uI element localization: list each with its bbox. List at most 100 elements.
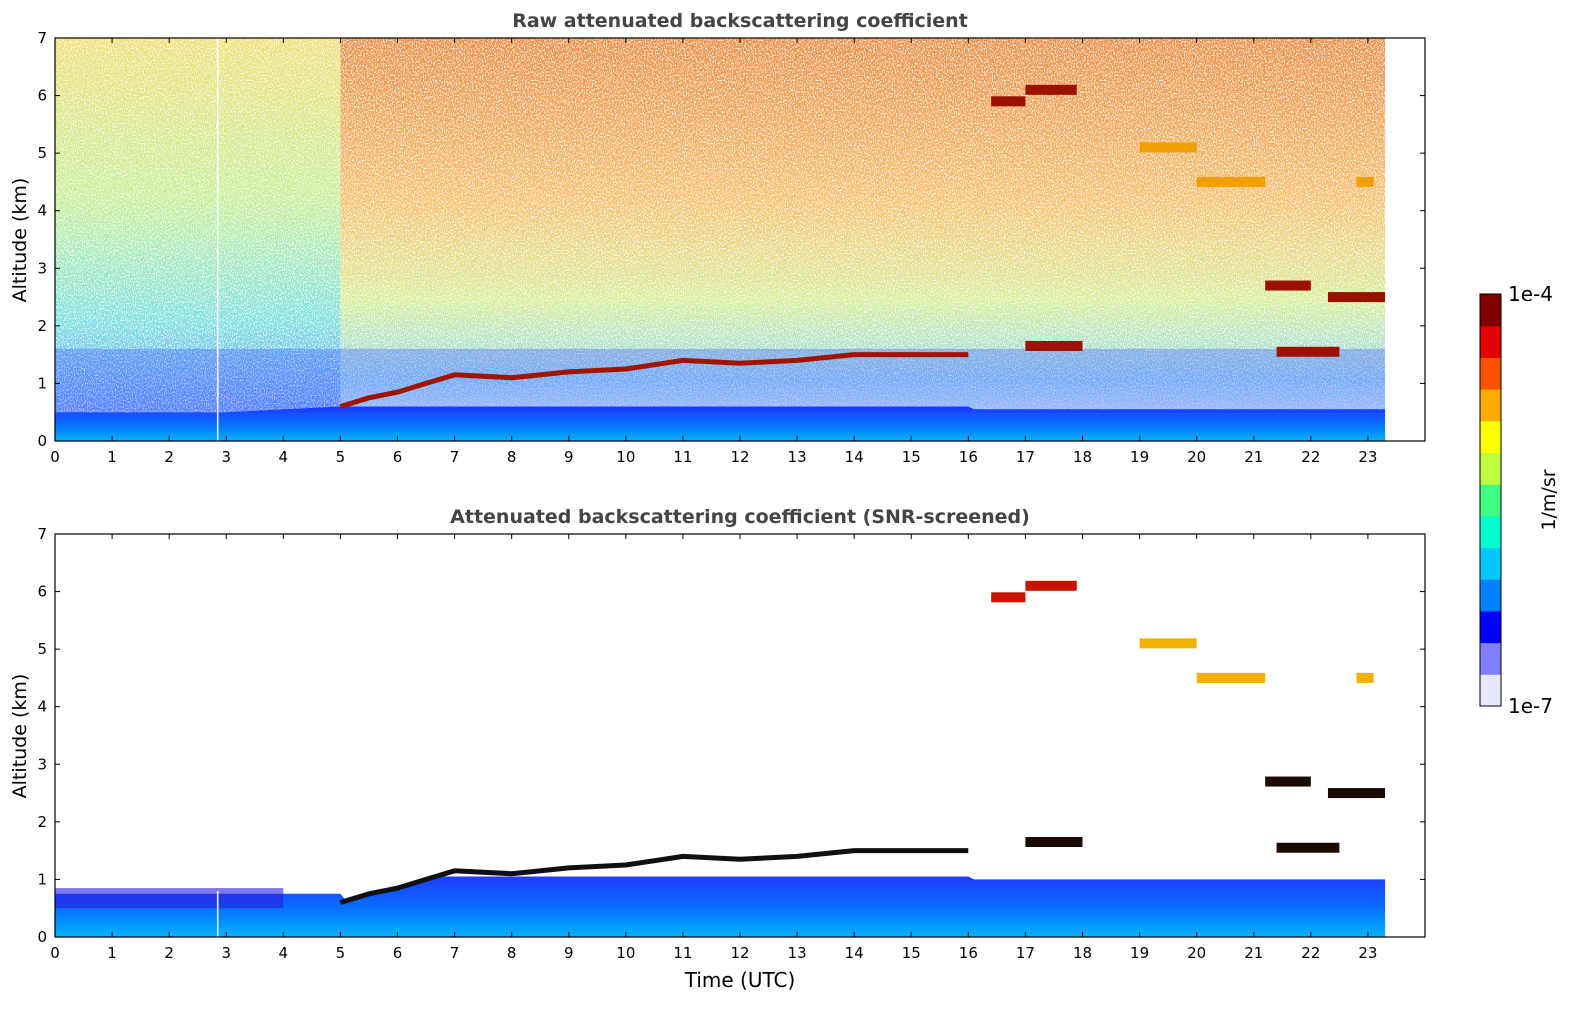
x-tick-label: 4	[279, 448, 289, 466]
x-tick-label: 10	[616, 448, 635, 466]
x-tick-label: 22	[1301, 448, 1320, 466]
x-tick-label: 15	[902, 448, 921, 466]
x-tick-label: 18	[1073, 448, 1092, 466]
x-tick-label: 13	[788, 448, 807, 466]
colorbar-band	[1480, 674, 1501, 707]
panel-title: Attenuated backscattering coefficient (S…	[450, 506, 1030, 528]
cloud-layer	[1196, 176, 1266, 187]
x-tick-label: 23	[1358, 944, 1377, 962]
noise-speckle	[55, 38, 1386, 441]
x-tick-label: 7	[450, 944, 460, 962]
colorbar-frame	[1479, 293, 1502, 707]
x-axis-label: Time (UTC)	[684, 968, 796, 992]
x-tick-label: 20	[1187, 448, 1206, 466]
cloud-layer	[1265, 280, 1311, 291]
x-tick-label: 5	[336, 944, 346, 962]
cloud-layer	[991, 96, 1026, 107]
y-axis-label: Altitude (km)	[9, 674, 31, 799]
y-tick-label: 1	[37, 374, 47, 392]
y-tick-label: 5	[37, 640, 47, 658]
y-tick-label: 5	[37, 144, 47, 162]
cloud-layer	[1025, 837, 1083, 848]
x-tick-label: 20	[1187, 944, 1206, 962]
y-tick-label: 7	[37, 525, 47, 543]
x-tick-label: 2	[164, 448, 174, 466]
x-tick-label: 3	[221, 448, 231, 466]
x-tick-label: 12	[730, 448, 749, 466]
x-tick-label: 8	[507, 944, 517, 962]
cloud-layer	[1356, 672, 1374, 683]
colorbar-band	[1480, 515, 1501, 549]
x-tick-label: 16	[959, 448, 978, 466]
x-tick-label: 0	[50, 944, 60, 962]
y-tick-label: 6	[37, 87, 47, 105]
cloud-layer	[1356, 176, 1374, 187]
boundary-layer-top	[339, 848, 969, 905]
low-signal-band	[55, 348, 1386, 413]
x-tick-label: 12	[730, 944, 749, 962]
x-tick-label: 14	[845, 944, 864, 962]
y-tick-label: 3	[37, 259, 47, 277]
x-tick-label: 1	[107, 944, 117, 962]
cloud-layer	[1025, 341, 1083, 352]
x-tick-label: 21	[1244, 944, 1263, 962]
colorbar-band	[1480, 642, 1501, 675]
cloud-layer	[991, 592, 1026, 603]
y-axis: 0 1 2 3 4 5 6 7	[37, 29, 1425, 450]
x-tick-label: 19	[1130, 448, 1149, 466]
cloud-layer	[1025, 580, 1077, 591]
x-tick-label: 19	[1130, 944, 1149, 962]
x-tick-label: 9	[564, 448, 574, 466]
cloud-layer	[1265, 776, 1311, 787]
x-tick-label: 9	[564, 944, 574, 962]
y-axis-label: Altitude (km)	[9, 178, 31, 303]
colorbar-band	[1480, 389, 1501, 422]
colorbar-max-label: 1e-4	[1508, 282, 1553, 306]
x-tick-label: 8	[507, 448, 517, 466]
x-tick-label: 3	[221, 944, 231, 962]
cloud-layer	[1139, 142, 1197, 153]
x-axis: 0 1 2 3 4 5 6 7 8 9 10 11 12 13 14 15 16 17 18 19 20 21 22 23	[50, 38, 1377, 466]
x-tick-label: 6	[393, 448, 403, 466]
x-tick-label: 1	[107, 448, 117, 466]
x-tick-label: 11	[673, 448, 692, 466]
colorbar-band	[1480, 325, 1501, 358]
y-tick-label: 4	[37, 698, 47, 716]
colorbar-unit-label: 1/m/sr	[1538, 469, 1560, 530]
colorbar-band	[1480, 610, 1501, 644]
cloud-layer	[1025, 84, 1077, 95]
panel-title: Raw attenuated backscattering coefficien…	[512, 10, 968, 32]
y-tick-label: 0	[37, 928, 47, 946]
y-tick-label: 2	[37, 813, 47, 831]
x-tick-label: 18	[1073, 944, 1092, 962]
residual-layer	[55, 888, 284, 909]
cloud-layer	[1196, 672, 1266, 683]
colorbar-min-label: 1e-7	[1508, 694, 1553, 718]
x-tick-label: 21	[1244, 448, 1263, 466]
x-tick-label: 10	[616, 944, 635, 962]
x-tick-label: 4	[279, 944, 289, 962]
x-tick-label: 13	[788, 944, 807, 962]
cloud-layer	[1327, 292, 1386, 303]
colorbar-band	[1480, 484, 1501, 517]
y-tick-label: 7	[37, 29, 47, 47]
colorbar-band	[1480, 420, 1501, 453]
x-tick-label: 14	[845, 448, 864, 466]
x-tick-label: 17	[1016, 944, 1035, 962]
x-tick-label: 6	[393, 944, 403, 962]
cloud-layer	[1276, 842, 1340, 853]
snr-screened-panel: 0 1 2 3 4 5 6 7 8 9 10 11 12 13 14 15 16 17 18 19 20 21 22 23 0…	[9, 506, 1426, 992]
colorbar-band	[1480, 452, 1501, 485]
x-tick-label: 2	[164, 944, 174, 962]
y-tick-label: 3	[37, 755, 47, 773]
y-tick-label: 2	[37, 317, 47, 335]
colorbar-band	[1480, 294, 1501, 327]
colorbar-scale	[1480, 294, 1501, 707]
x-tick-label: 16	[959, 944, 978, 962]
y-tick-label: 0	[37, 432, 47, 450]
colorbar-band	[1480, 357, 1501, 390]
x-tick-label: 11	[673, 944, 692, 962]
x-tick-label: 22	[1301, 944, 1320, 962]
